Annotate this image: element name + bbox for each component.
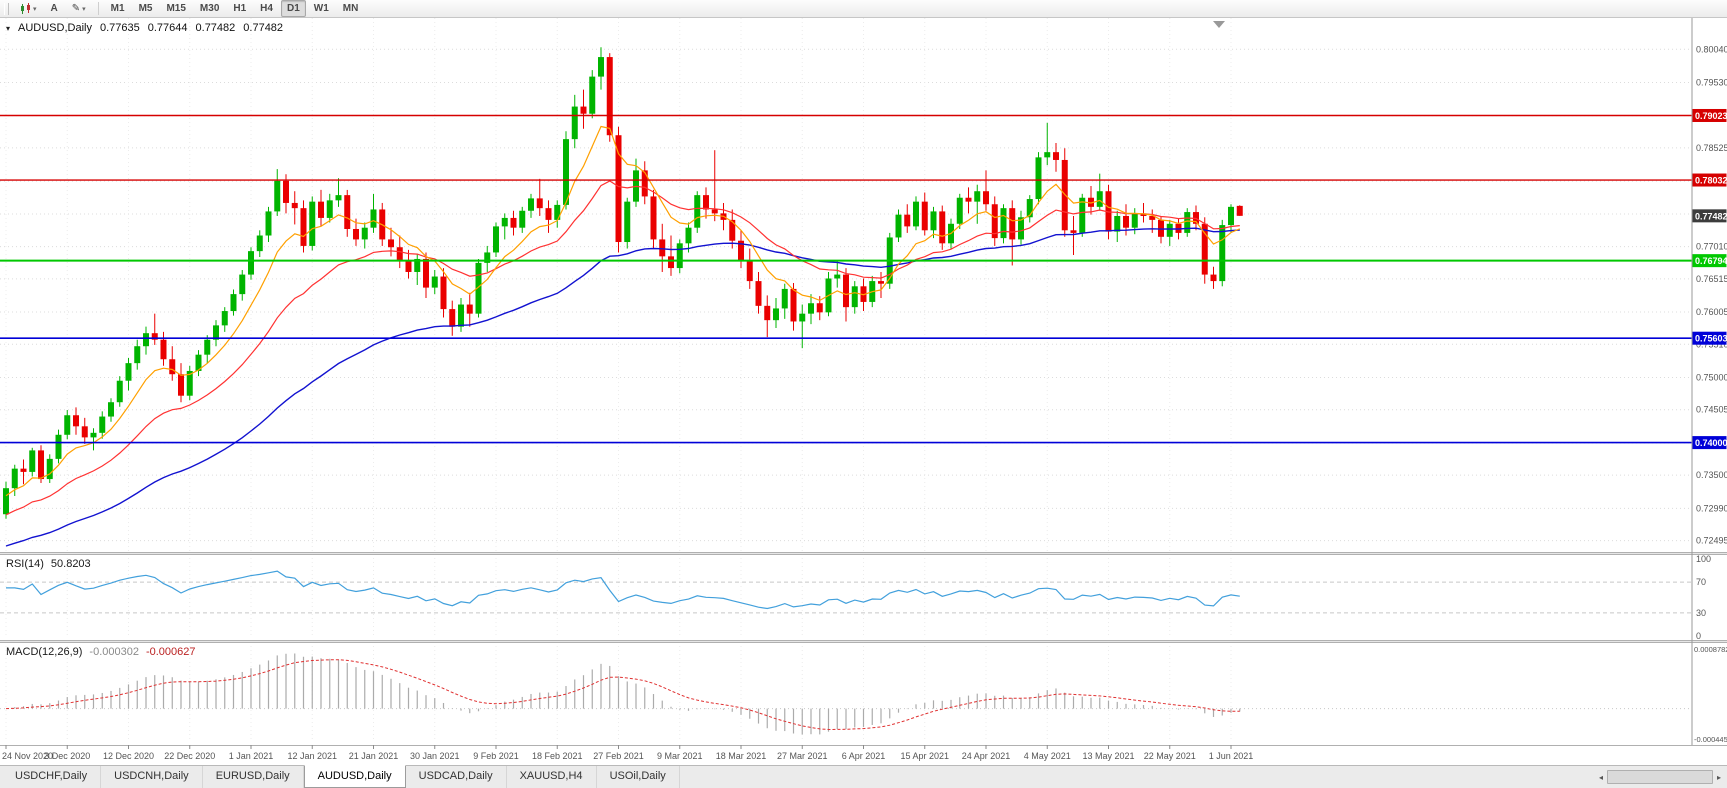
- rsi-line: [6, 570, 1240, 610]
- svg-text:0.80040: 0.80040: [1696, 44, 1727, 54]
- svg-text:1 Jun 2021: 1 Jun 2021: [1209, 751, 1254, 761]
- price-badge-0.75603[interactable]: 0.75603: [1692, 331, 1727, 345]
- svg-text:27 Feb 2021: 27 Feb 2021: [593, 751, 644, 761]
- svg-text:3 Dec 2020: 3 Dec 2020: [44, 751, 90, 761]
- svg-text:22 May 2021: 22 May 2021: [1144, 751, 1196, 761]
- svg-text:22 Dec 2020: 22 Dec 2020: [164, 751, 215, 761]
- svg-text:0.77010: 0.77010: [1696, 242, 1727, 252]
- svg-text:30: 30: [1696, 608, 1706, 618]
- chevron-down-icon: ▾: [33, 5, 37, 13]
- tab-audusd-daily[interactable]: AUDUSD,Daily: [303, 765, 406, 788]
- timeframe-button-m15[interactable]: M15: [166, 3, 186, 14]
- pencil-icon: ✎: [71, 3, 81, 14]
- chevron-down-icon: ▾: [82, 5, 86, 13]
- svg-text:9 Mar 2021: 9 Mar 2021: [657, 751, 703, 761]
- svg-text:0.76005: 0.76005: [1696, 307, 1727, 317]
- svg-text:15 Apr 2021: 15 Apr 2021: [900, 751, 949, 761]
- svg-text:13 May 2021: 13 May 2021: [1082, 751, 1134, 761]
- svg-text:70: 70: [1696, 577, 1706, 587]
- svg-text:0.76515: 0.76515: [1696, 274, 1727, 284]
- svg-text:24 Apr 2021: 24 Apr 2021: [962, 751, 1011, 761]
- svg-text:18 Mar 2021: 18 Mar 2021: [716, 751, 767, 761]
- svg-text:30 Jan 2021: 30 Jan 2021: [410, 751, 460, 761]
- price-badge-0.76794[interactable]: 0.76794: [1692, 254, 1727, 268]
- svg-text:0: 0: [1696, 631, 1701, 641]
- price-badge-0.74000[interactable]: 0.74000: [1692, 436, 1727, 450]
- timeframe-button-m30[interactable]: M30: [199, 3, 220, 14]
- ma-fast-line: [5, 125, 1241, 497]
- tab-scrollbar[interactable]: ◂ ▸: [1595, 769, 1725, 785]
- cursor-tool-label: A: [50, 3, 58, 14]
- macd-signal-line: [5, 659, 1240, 731]
- price-badge-0.77482[interactable]: 0.77482: [1692, 209, 1727, 223]
- timeframe-button-m1[interactable]: M1: [110, 3, 125, 14]
- tab-usdchf-daily[interactable]: USDCHF,Daily: [2, 766, 102, 788]
- tab-eurusd-daily[interactable]: EURUSD,Daily: [203, 766, 304, 788]
- svg-text:0.75603: 0.75603: [1695, 334, 1727, 344]
- svg-text:24 Nov 2020: 24 Nov 2020: [2, 751, 53, 761]
- svg-text:100: 100: [1696, 554, 1711, 564]
- candlestick-icon: [21, 2, 30, 14]
- chart-type-button[interactable]: ▾: [14, 0, 43, 17]
- main-toolbar: ▾ A ✎ ▾ M1 M5 M15 M30 H1 H4 D1 W1 MN: [0, 0, 1727, 18]
- timeframe-toolbar: M1 M5 M15 M30 H1 H4 D1 W1 MN: [104, 0, 366, 17]
- draw-tools-button[interactable]: ✎ ▾: [66, 0, 92, 17]
- svg-text:0.72495: 0.72495: [1696, 536, 1727, 546]
- svg-text:18 Feb 2021: 18 Feb 2021: [532, 751, 583, 761]
- svg-text:0.78525: 0.78525: [1696, 143, 1727, 153]
- moving-averages-layer: [5, 125, 1241, 547]
- svg-text:0.73500: 0.73500: [1696, 470, 1727, 480]
- chart-window[interactable]: 100 70 30 0 0.0008782 -0.0004451 24 Nov 20203 …: [0, 18, 1727, 765]
- svg-text:12 Dec 2020: 12 Dec 2020: [103, 751, 154, 761]
- tab-xauusd-h4[interactable]: XAUUSD,H4: [507, 766, 597, 788]
- svg-text:0.0008782: 0.0008782: [1694, 645, 1727, 654]
- scroll-thumb[interactable]: [1607, 770, 1713, 784]
- svg-text:12 Jan 2021: 12 Jan 2021: [287, 751, 337, 761]
- toolbar-grip[interactable]: [4, 2, 9, 15]
- svg-text:0.72990: 0.72990: [1696, 503, 1727, 513]
- timeframe-button-h4[interactable]: H4: [260, 3, 273, 14]
- chart-tabs-bar: USDCHF,Daily USDCNH,Daily EURUSD,Daily A…: [0, 765, 1727, 788]
- cursor-tool-button[interactable]: A: [45, 0, 64, 17]
- price-badge-0.79023[interactable]: 0.79023: [1692, 108, 1727, 122]
- tab-usoil-daily[interactable]: USOil,Daily: [597, 766, 680, 788]
- svg-text:0.78032: 0.78032: [1695, 176, 1727, 186]
- chart-shift-marker-icon[interactable]: [1213, 21, 1225, 28]
- timeframe-button-d1[interactable]: D1: [280, 0, 306, 17]
- timeframe-button-m5[interactable]: M5: [138, 3, 153, 14]
- tab-usdcnh-daily[interactable]: USDCNH,Daily: [101, 766, 203, 788]
- macd-panel: 0.0008782 -0.0004451: [0, 645, 1727, 744]
- timeframe-button-w1[interactable]: W1: [313, 3, 329, 14]
- price-badge-0.78032[interactable]: 0.78032: [1692, 173, 1727, 187]
- svg-text:0.74505: 0.74505: [1696, 405, 1727, 415]
- svg-text:27 Mar 2021: 27 Mar 2021: [777, 751, 828, 761]
- svg-text:4 May 2021: 4 May 2021: [1024, 751, 1071, 761]
- svg-text:0.79023: 0.79023: [1695, 111, 1727, 121]
- svg-text:9 Feb 2021: 9 Feb 2021: [473, 751, 519, 761]
- svg-text:0.74000: 0.74000: [1695, 438, 1727, 448]
- svg-text:0.77482: 0.77482: [1695, 211, 1727, 221]
- svg-text:0.75000: 0.75000: [1696, 372, 1727, 382]
- scroll-left-icon[interactable]: ◂: [1599, 772, 1604, 782]
- svg-text:-0.0004451: -0.0004451: [1694, 735, 1727, 744]
- tab-usdcad-daily[interactable]: USDCAD,Daily: [406, 766, 507, 788]
- svg-text:0.79530: 0.79530: [1696, 77, 1727, 87]
- svg-text:6 Apr 2021: 6 Apr 2021: [842, 751, 886, 761]
- svg-text:0.76794: 0.76794: [1695, 256, 1727, 266]
- horizontal-lines-layer[interactable]: [0, 114, 1692, 444]
- price-scale: 0.80040 0.79530 0.78525 0.77010 0.76515 0.760…: [1691, 18, 1727, 745]
- svg-text:1 Jan 2021: 1 Jan 2021: [229, 751, 274, 761]
- scroll-right-icon[interactable]: ▸: [1716, 772, 1721, 782]
- rsi-panel: 100 70 30 0: [0, 554, 1711, 641]
- timeframe-button-mn[interactable]: MN: [342, 3, 359, 14]
- ma-slow-line: [5, 227, 1240, 547]
- ma-mid-line: [5, 180, 1240, 516]
- svg-text:21 Jan 2021: 21 Jan 2021: [349, 751, 399, 761]
- chart-canvas[interactable]: 100 70 30 0 0.0008782 -0.0004451 24 Nov 20203 …: [0, 18, 1727, 765]
- toolbar-separator: [97, 2, 99, 15]
- timeframe-button-h1[interactable]: H1: [233, 3, 247, 14]
